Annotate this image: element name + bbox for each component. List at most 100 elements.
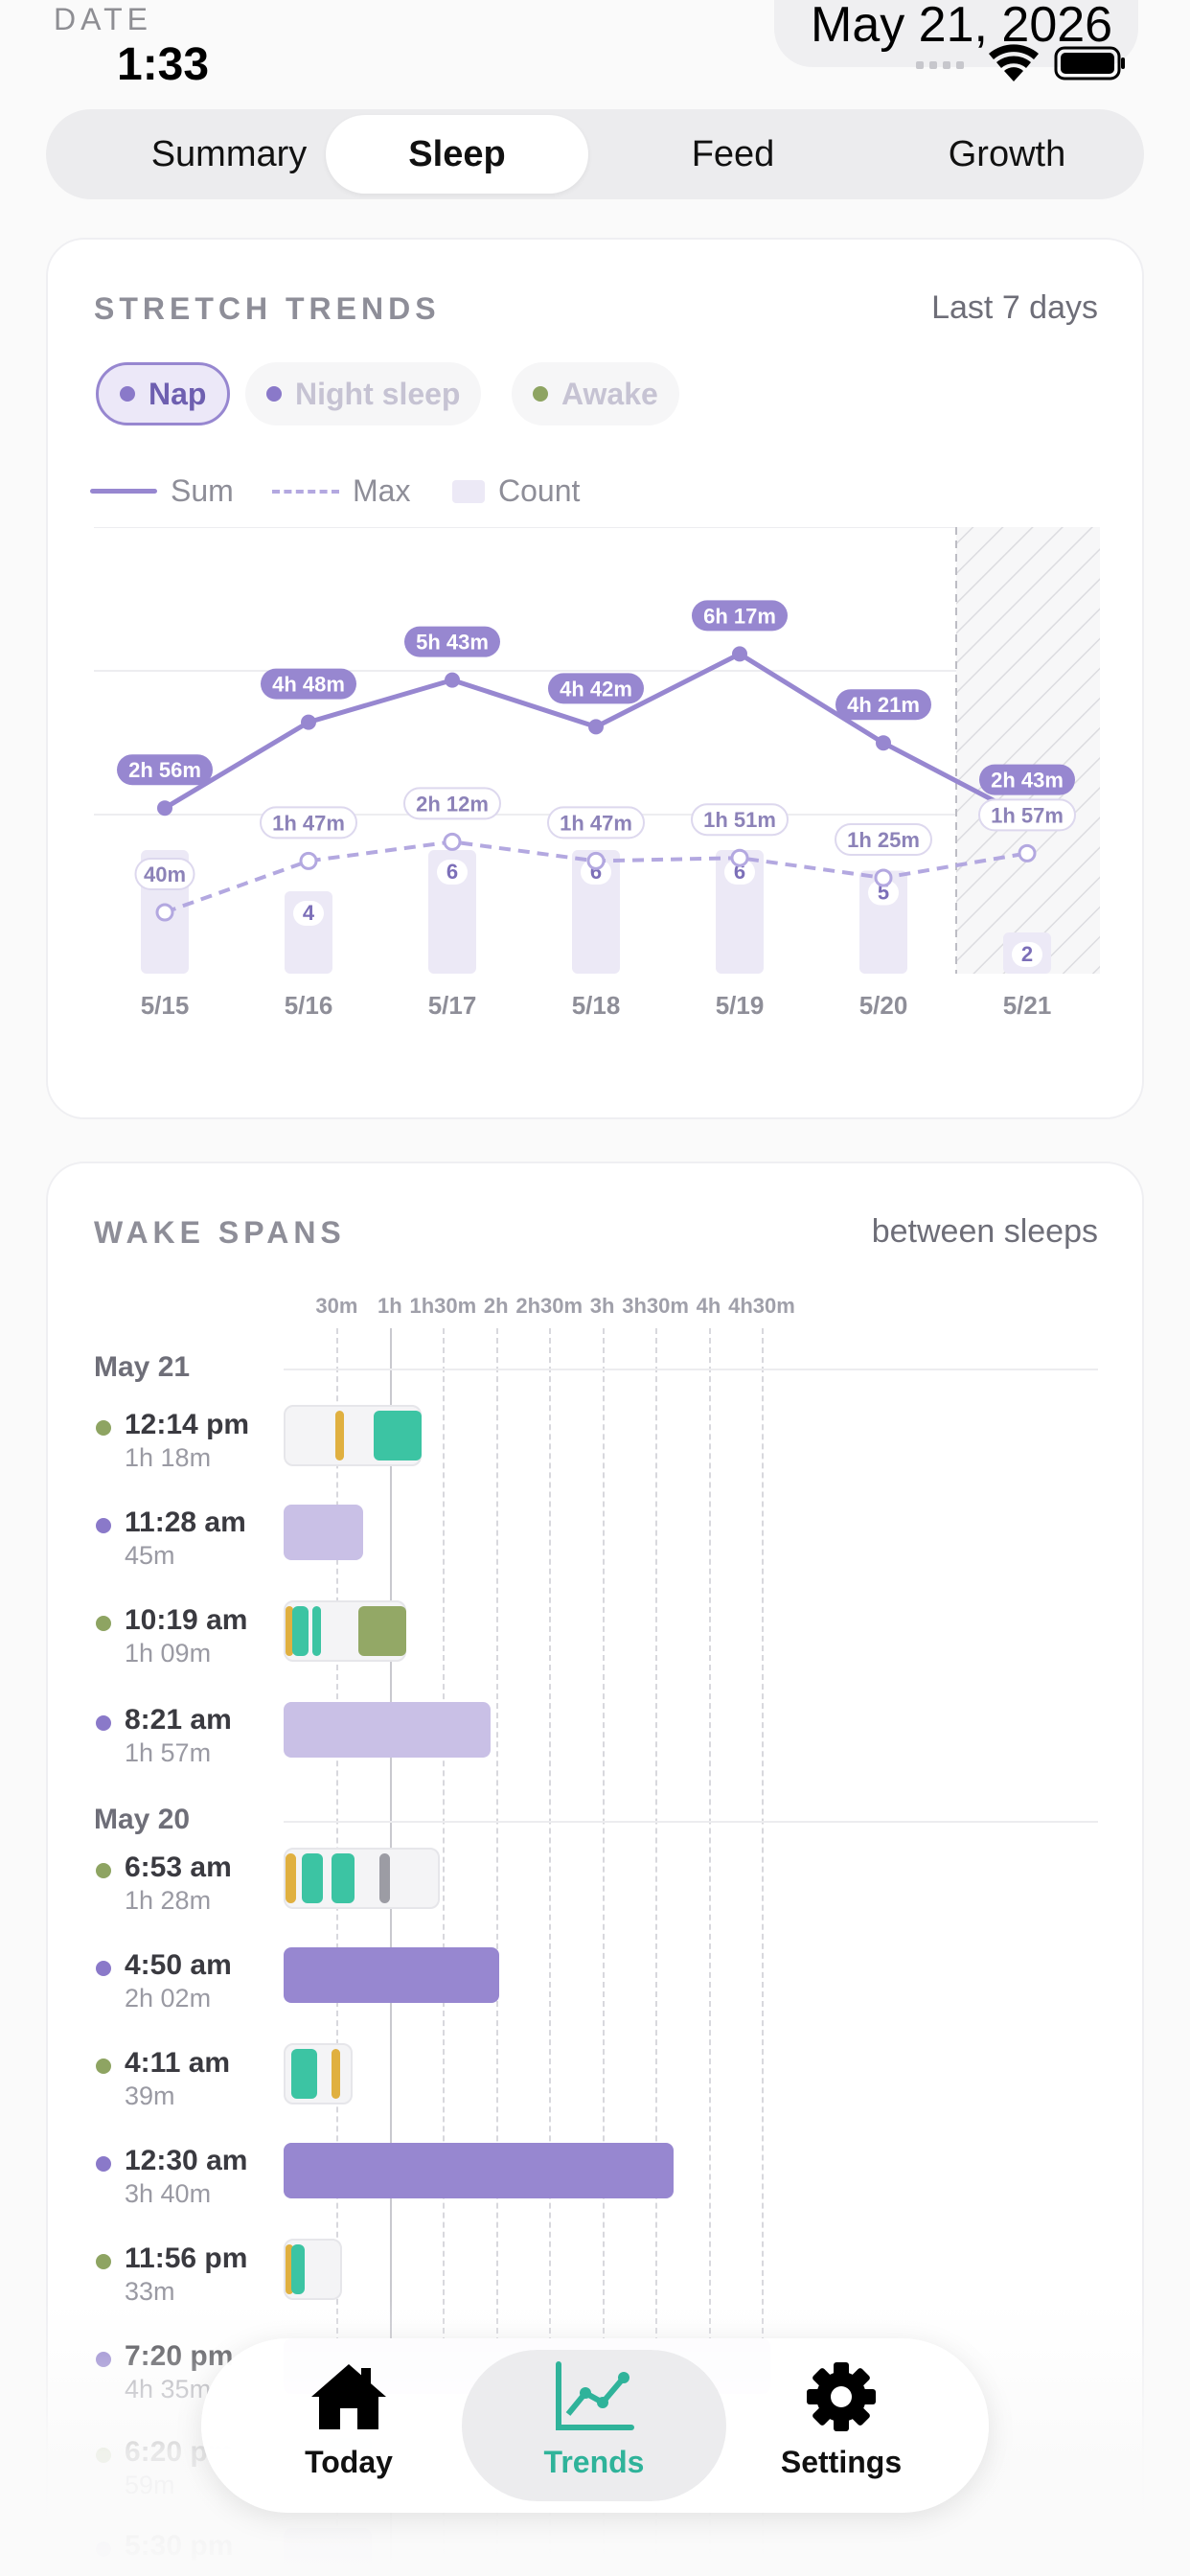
segment-sleep[interactable]: Sleep bbox=[326, 115, 588, 194]
axis-tick-label: 4h bbox=[696, 1294, 721, 1318]
filter-chip-nap[interactable]: Nap bbox=[96, 362, 231, 426]
span-start-time: 4:50 am bbox=[125, 1949, 232, 1981]
day-header: May 20 bbox=[94, 1804, 191, 1835]
axis-gridline bbox=[708, 1328, 711, 2576]
span-kind-dot bbox=[96, 2156, 111, 2172]
count-label: 2 bbox=[1021, 942, 1033, 966]
span-start-time: 6:53 am bbox=[125, 1852, 232, 1883]
tab-settings[interactable]: Settings bbox=[709, 2350, 973, 2501]
activity-segment-feed-teal bbox=[332, 1853, 355, 1903]
tab-today[interactable]: Today bbox=[217, 2350, 481, 2501]
system-status-icons bbox=[916, 44, 1125, 81]
sum-label: 4h 42m bbox=[560, 677, 632, 701]
span-kind-dot bbox=[96, 1863, 111, 1878]
segment-growth[interactable]: Growth bbox=[948, 133, 1066, 174]
sum-label: 6h 17m bbox=[703, 604, 776, 628]
activity-segment-diaper-grey bbox=[378, 1853, 390, 1903]
sum-label-bg bbox=[979, 764, 1075, 795]
activity-segment-feed-yellow bbox=[332, 2049, 341, 2099]
status-time: 1:33 bbox=[117, 39, 210, 90]
sum-point bbox=[157, 800, 172, 816]
axis-tick-label: 1h30m bbox=[409, 1294, 477, 1318]
span-kind-dot bbox=[96, 2254, 111, 2269]
sleep-span-bar[interactable] bbox=[284, 1947, 500, 2003]
span-duration: 1h 28m bbox=[125, 1886, 212, 1915]
axis-gridline bbox=[602, 1328, 605, 2576]
filter-chip-label: Night sleep bbox=[295, 376, 461, 411]
x-tick-label: 5/16 bbox=[285, 991, 333, 1020]
battery-icon bbox=[1054, 46, 1125, 80]
activity-segment-feed-teal bbox=[301, 1853, 323, 1903]
axis-tick-label: 1h bbox=[378, 1294, 402, 1318]
count-swatch-icon bbox=[452, 479, 485, 503]
count-label-bg bbox=[437, 860, 468, 885]
max-label-bg bbox=[978, 798, 1076, 832]
house-icon bbox=[311, 2364, 386, 2429]
count-bar bbox=[428, 850, 476, 974]
dashed-line-icon bbox=[272, 489, 339, 494]
max-label: 1h 51m bbox=[703, 808, 776, 832]
span-duration: 1h 18m bbox=[125, 1443, 212, 1472]
max-label: 40m bbox=[144, 862, 186, 886]
sleep-span-bar[interactable] bbox=[284, 1505, 364, 1560]
sum-label: 4h 48m bbox=[272, 673, 345, 697]
axis-gridline bbox=[655, 1328, 658, 2576]
wake-spans-title: WAKE SPANS bbox=[94, 1215, 346, 1250]
activity-segment-play-green bbox=[357, 1606, 406, 1656]
sleep-span-bar[interactable] bbox=[284, 1702, 492, 1758]
span-kind-dot bbox=[96, 2058, 111, 2074]
day-divider bbox=[284, 1368, 1098, 1370]
wake-spans-subtitle: between sleeps bbox=[871, 1213, 1098, 1250]
span-duration: 1h 57m bbox=[125, 1738, 212, 1767]
sum-label-bg bbox=[835, 689, 931, 721]
count-label-bg bbox=[1012, 942, 1042, 967]
x-tick-label: 5/18 bbox=[572, 991, 621, 1020]
range-selector[interactable]: Last 7 days bbox=[931, 289, 1098, 326]
span-start-time: 11:56 pm bbox=[125, 2242, 248, 2274]
count-bar bbox=[572, 850, 620, 974]
max-label-bg bbox=[691, 803, 789, 837]
legend-max: Max bbox=[272, 473, 410, 509]
legend-sum: Sum bbox=[90, 473, 234, 509]
tab-today-label: Today bbox=[305, 2445, 393, 2479]
filter-chip-night-sleep[interactable]: Night sleep bbox=[245, 362, 482, 426]
partial-day-hatch bbox=[956, 527, 1100, 974]
night-sleep-dot-icon bbox=[266, 386, 282, 402]
axis-tick-label: 4h30m bbox=[728, 1294, 795, 1318]
count-label-bg bbox=[724, 860, 755, 885]
max-point bbox=[443, 832, 462, 851]
max-point bbox=[1018, 843, 1037, 862]
max-point bbox=[586, 851, 606, 870]
span-start-time: 8:21 am bbox=[125, 1704, 232, 1736]
sum-label-bg bbox=[261, 668, 356, 700]
stretch-trends-card: STRETCH TRENDS Last 7 days Nap Night sle… bbox=[46, 238, 1144, 1119]
segment-feed[interactable]: Feed bbox=[691, 133, 775, 174]
legend-sum-label: Sum bbox=[171, 473, 234, 508]
max-label: 1h 47m bbox=[560, 811, 632, 835]
sleep-span-bar[interactable] bbox=[284, 2143, 674, 2198]
span-kind-dot bbox=[96, 1715, 111, 1731]
max-label-bg bbox=[547, 806, 645, 840]
segment-summary[interactable]: Summary bbox=[150, 133, 308, 174]
max-point bbox=[299, 851, 318, 870]
sum-label-bg bbox=[548, 673, 644, 704]
span-kind-dot bbox=[96, 1616, 111, 1631]
span-start-time: 10:19 am bbox=[125, 1604, 248, 1636]
span-kind-dot bbox=[96, 1961, 111, 1976]
activity-segment-feed-teal bbox=[374, 1411, 423, 1460]
x-tick-label: 5/19 bbox=[716, 991, 765, 1020]
span-kind-dot bbox=[96, 1420, 111, 1436]
tab-trends[interactable]: Trends bbox=[462, 2350, 726, 2501]
tab-settings-label: Settings bbox=[780, 2445, 903, 2479]
filter-chip-awake[interactable]: Awake bbox=[512, 362, 679, 426]
day-divider bbox=[284, 1821, 1098, 1823]
sum-label-bg bbox=[692, 600, 788, 632]
current-date[interactable]: May 21, 2026 bbox=[811, 0, 1113, 53]
x-tick-label: 5/20 bbox=[859, 991, 908, 1020]
filter-chip-label: Awake bbox=[561, 376, 658, 411]
legend-count: Count bbox=[452, 473, 580, 509]
max-label-bg bbox=[403, 787, 501, 820]
activity-segment-feed-yellow bbox=[286, 1853, 296, 1903]
activity-segment-feed-teal bbox=[290, 2244, 306, 2294]
filter-chip-label: Nap bbox=[149, 376, 207, 411]
